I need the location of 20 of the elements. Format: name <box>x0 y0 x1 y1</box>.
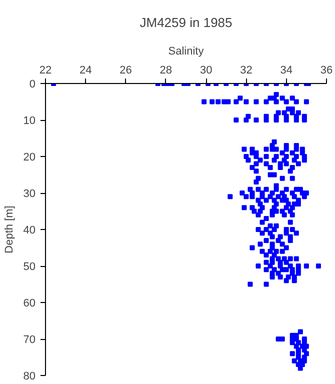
x-tick-label: 36 <box>320 64 333 76</box>
y-tick-label: 40 <box>23 224 36 236</box>
x-tick-label: 32 <box>240 64 252 76</box>
chart-title: JM4259 in 1985 <box>140 15 232 30</box>
y-tick-label: 10 <box>23 115 36 127</box>
y-tick-label: 0 <box>29 78 36 90</box>
x-tick-label: 24 <box>80 64 92 76</box>
y-tick-label: 80 <box>23 370 36 382</box>
y-tick-label: 20 <box>23 152 36 164</box>
y-tick-label: 30 <box>23 188 36 200</box>
y-tick-label: 50 <box>23 261 36 273</box>
y-tick-label: 60 <box>23 298 36 310</box>
x-tick-label: 26 <box>120 64 132 76</box>
y-tick-label: 70 <box>23 334 36 346</box>
x-tick-label: 34 <box>280 64 292 76</box>
x-tick-label: 22 <box>39 64 52 76</box>
x-tick-label: 28 <box>160 64 172 76</box>
y-axis-title: Depth [m] <box>3 206 16 254</box>
x-tick-label: 30 <box>200 64 212 76</box>
x-axis-title: Salinity <box>168 46 204 58</box>
